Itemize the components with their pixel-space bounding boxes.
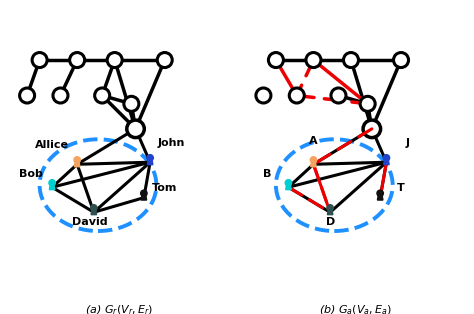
Circle shape (141, 190, 147, 197)
Text: Tom: Tom (152, 183, 177, 193)
Polygon shape (377, 195, 383, 200)
Circle shape (363, 120, 381, 138)
Circle shape (127, 120, 144, 138)
Circle shape (49, 180, 55, 186)
Circle shape (331, 88, 346, 103)
Circle shape (91, 205, 97, 211)
Circle shape (268, 52, 283, 68)
Circle shape (285, 180, 292, 186)
Circle shape (289, 88, 304, 103)
Circle shape (107, 52, 122, 68)
Circle shape (344, 52, 358, 68)
Circle shape (377, 190, 383, 197)
Text: A: A (309, 136, 318, 145)
Polygon shape (286, 185, 291, 190)
Polygon shape (147, 160, 153, 165)
Circle shape (95, 88, 109, 103)
Circle shape (32, 52, 47, 68)
Text: T: T (397, 183, 405, 193)
Polygon shape (91, 210, 97, 215)
Polygon shape (383, 160, 389, 165)
Polygon shape (74, 162, 80, 167)
Circle shape (74, 157, 81, 163)
Text: D: D (326, 217, 335, 227)
Circle shape (124, 96, 139, 111)
Polygon shape (49, 185, 55, 190)
Circle shape (147, 154, 153, 161)
Text: B: B (264, 169, 272, 179)
Circle shape (393, 52, 409, 68)
Text: (a) $G_r(V_r, E_r)$: (a) $G_r(V_r, E_r)$ (85, 303, 153, 314)
Text: Allice: Allice (35, 140, 69, 150)
Circle shape (70, 52, 85, 68)
Text: J: J (405, 138, 409, 148)
Polygon shape (310, 162, 316, 167)
Text: Bob: Bob (19, 169, 43, 179)
Circle shape (19, 88, 35, 103)
Circle shape (310, 157, 317, 163)
Circle shape (360, 96, 375, 111)
Text: David: David (72, 217, 108, 227)
Circle shape (256, 88, 271, 103)
Circle shape (327, 205, 333, 211)
Circle shape (306, 52, 321, 68)
Circle shape (53, 88, 68, 103)
Polygon shape (141, 195, 146, 200)
Text: John: John (157, 138, 185, 148)
Text: (b) $G_a(V_a, E_a)$: (b) $G_a(V_a, E_a)$ (319, 303, 392, 314)
Circle shape (157, 52, 172, 68)
Polygon shape (328, 210, 333, 215)
Circle shape (383, 154, 390, 161)
